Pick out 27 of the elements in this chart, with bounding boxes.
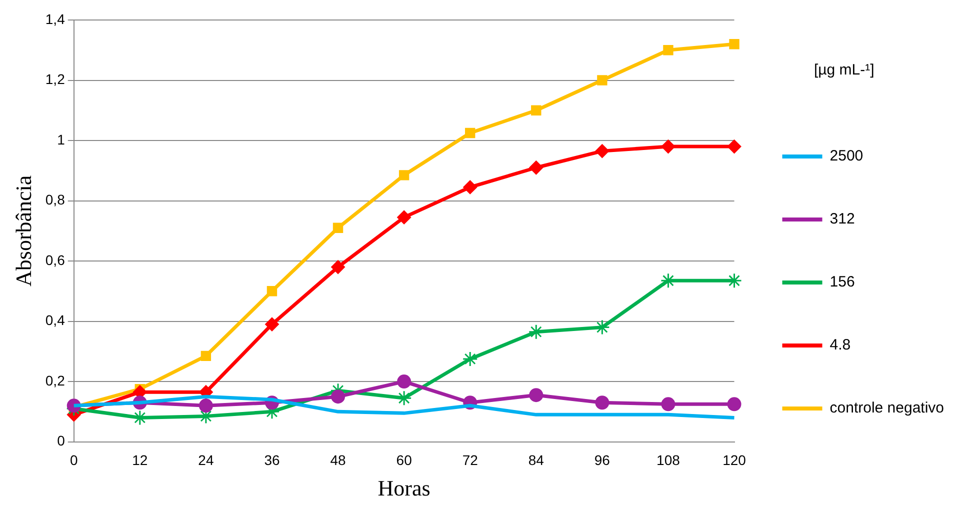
y-tick-label: 0,8 — [45, 192, 66, 208]
x-tick-label: 24 — [198, 452, 214, 468]
x-tick-label: 84 — [528, 452, 544, 468]
x-tick-label: 108 — [656, 452, 680, 468]
y-tick-label: 1,4 — [45, 10, 66, 27]
y-tick-label: 0,6 — [45, 252, 66, 268]
x-tick-label: 48 — [330, 452, 346, 468]
x-tick-label: 60 — [396, 452, 412, 468]
x-tick-label: 36 — [264, 452, 280, 468]
y-tick-label: 0,2 — [45, 372, 66, 388]
y-axis-title: Absorbância — [10, 175, 36, 286]
x-tick-label: 12 — [132, 452, 148, 468]
x-axis-title: Horas — [378, 476, 430, 501]
x-tick-label: 0 — [70, 452, 78, 468]
x-tick-label: 120 — [722, 452, 746, 468]
legend-label: controle negativo — [830, 400, 944, 417]
legend-title: [µg mL-¹] — [814, 62, 874, 79]
x-tick-label: 72 — [462, 452, 478, 468]
legend-label: 4.8 — [830, 336, 851, 354]
y-tick-label: 1,2 — [45, 71, 66, 88]
legend-label: 312 — [830, 210, 855, 228]
y-tick-label: 0,4 — [45, 312, 66, 328]
legend-label: 2500 — [830, 148, 864, 165]
legend-label: 156 — [830, 274, 855, 291]
y-tick-label: 0 — [57, 432, 66, 449]
x-tick-label: 96 — [594, 452, 610, 468]
y-tick-label: 1 — [57, 131, 66, 148]
